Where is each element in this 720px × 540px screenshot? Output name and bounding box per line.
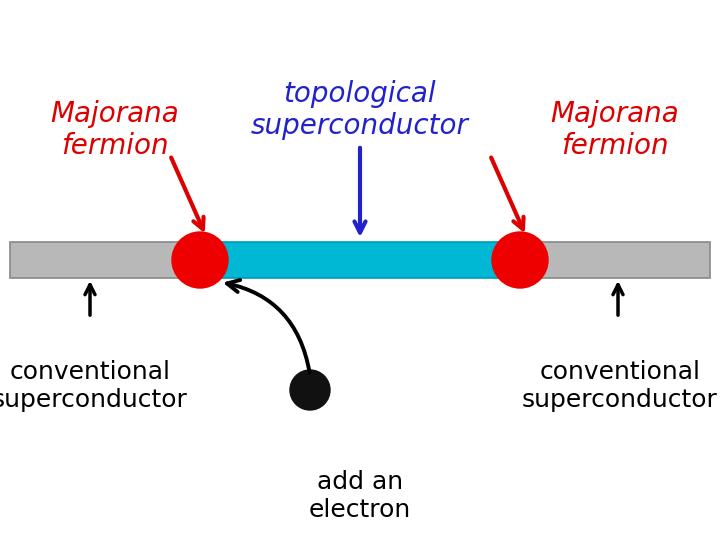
Circle shape (492, 232, 548, 288)
Bar (10, 242, 200, 278)
Text: Majorana
fermion: Majorana fermion (50, 100, 179, 160)
Bar (200, 242, 520, 278)
Circle shape (290, 370, 330, 410)
Text: topological
superconductor: topological superconductor (251, 80, 469, 140)
Text: conventional
superconductor: conventional superconductor (0, 360, 188, 412)
FancyArrowPatch shape (227, 280, 310, 372)
Circle shape (172, 232, 228, 288)
Text: add an
electron: add an electron (309, 470, 411, 522)
Bar (520, 242, 710, 278)
Text: conventional
superconductor: conventional superconductor (522, 360, 718, 412)
Text: Majorana
fermion: Majorana fermion (551, 100, 680, 160)
